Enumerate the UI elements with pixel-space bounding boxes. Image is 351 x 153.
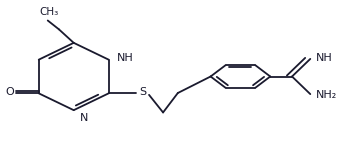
Text: S: S	[139, 87, 147, 97]
Text: NH₂: NH₂	[316, 90, 337, 100]
Text: N: N	[80, 113, 88, 123]
Text: NH: NH	[117, 53, 133, 63]
Text: CH₃: CH₃	[40, 7, 59, 17]
Text: O: O	[5, 87, 14, 97]
Text: NH: NH	[316, 53, 333, 63]
